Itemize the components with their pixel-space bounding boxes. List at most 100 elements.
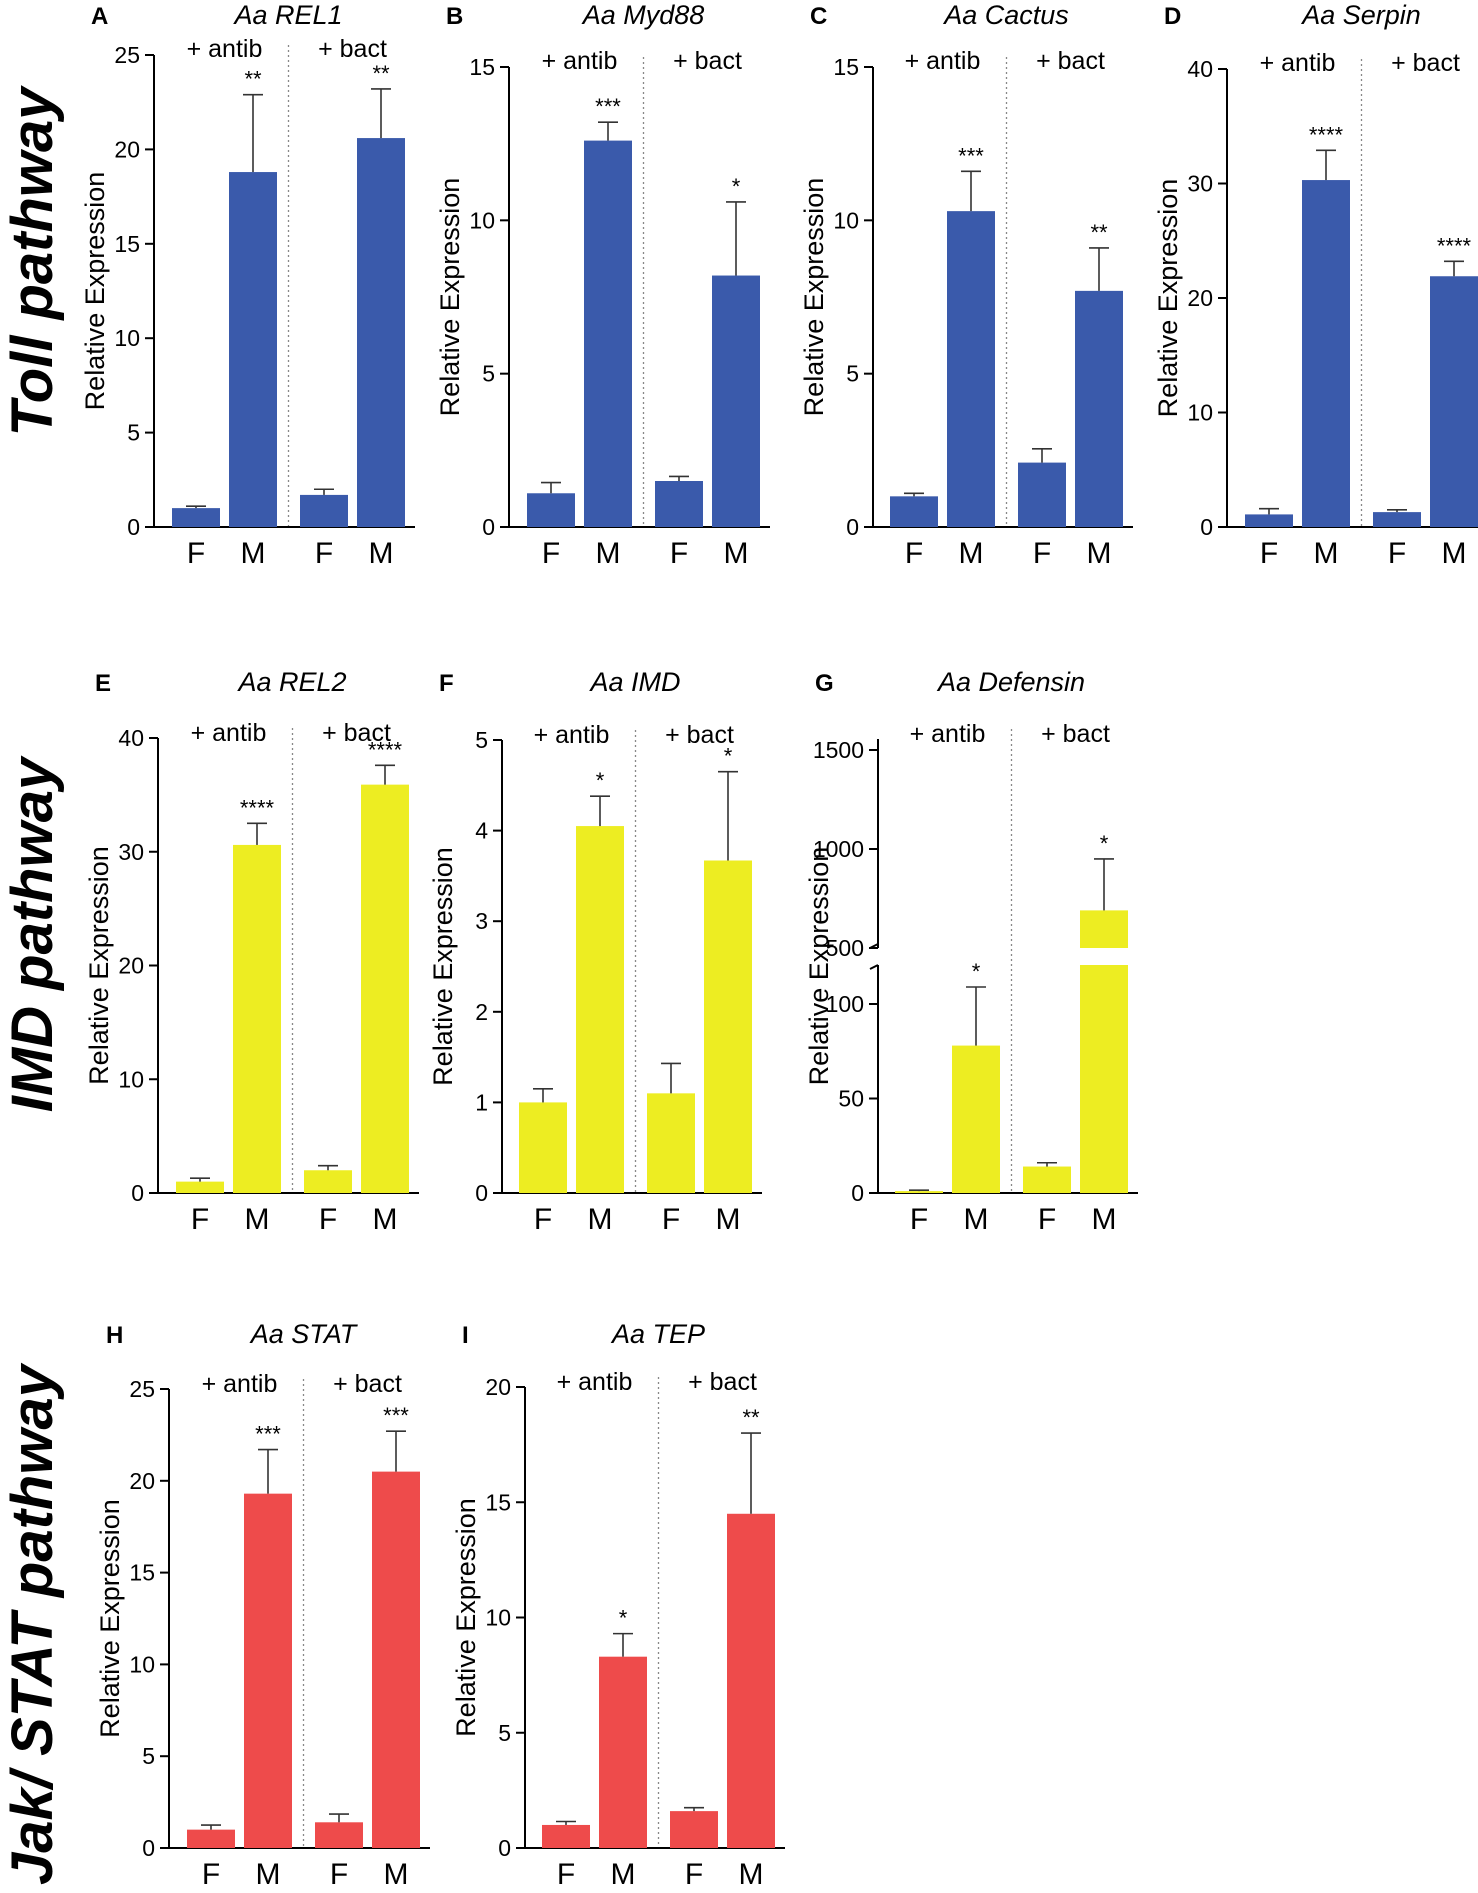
significance-stars: **** [368, 737, 403, 762]
y-axis-label: Relative Expression [95, 1499, 125, 1738]
y-tick-label: 30 [1187, 171, 1213, 197]
y-tick-label: 0 [482, 514, 495, 540]
row-label-jak-stat: Jak/ STAT pathway [0, 1362, 65, 1885]
panel-letter: B [446, 3, 463, 30]
chart-panel-h: H Aa STAT + antib + bact Relative Expression… [95, 1319, 430, 1891]
group-label-antib: + antib [1260, 49, 1336, 77]
x-category-label: M [1442, 537, 1467, 570]
significance-stars: *** [595, 94, 621, 119]
panel-letter: I [462, 1322, 469, 1349]
chart-panel-c: C Aa Cactus + antib + bact Relative Expressi… [799, 0, 1133, 570]
y-axis-label: Relative Expression [804, 847, 834, 1086]
chart-title: Aa Cactus [942, 0, 1069, 30]
x-category-label: M [241, 537, 266, 570]
chart-title: Aa IMD [588, 667, 680, 697]
x-category-label: M [1314, 537, 1339, 570]
x-category-label: M [964, 1203, 989, 1236]
x-category-label: F [534, 1203, 552, 1236]
bar-m-antib [576, 826, 624, 1193]
bar-m-antib [947, 211, 995, 527]
bar-f-antib [890, 496, 938, 527]
group-label-antib: + antib [202, 1370, 278, 1398]
x-category-label: F [685, 1858, 703, 1891]
y-tick-label: 20 [118, 953, 144, 979]
bar-f-antib [542, 1824, 590, 1848]
y-tick-label: 15 [485, 1489, 511, 1515]
y-tick-label: 100 [826, 991, 864, 1017]
x-category-label: F [187, 537, 205, 570]
row-labels: Toll pathway IMD pathway Jak/ STAT pathw… [0, 85, 65, 1885]
y-tick-label: 5 [475, 727, 488, 753]
group-label-antib: + antib [534, 721, 610, 749]
significance-stars: ** [1090, 220, 1108, 245]
y-axis-label: Relative Expression [80, 172, 110, 411]
significance-stars: **** [1309, 122, 1344, 147]
group-label-bact: + bact [1036, 47, 1105, 75]
y-tick-label: 5 [142, 1743, 155, 1769]
group-label-antib: + antib [910, 720, 986, 748]
x-category-label: M [256, 1858, 281, 1891]
row-label-imd: IMD pathway [0, 755, 65, 1112]
bar-f-antib [895, 1191, 943, 1193]
chart-title: Aa REL2 [236, 667, 346, 697]
x-category-label: M [245, 1203, 270, 1236]
bar-m-bact [704, 860, 752, 1193]
x-category-label: F [319, 1203, 337, 1236]
x-category-label: M [369, 537, 394, 570]
x-category-label: M [1087, 537, 1112, 570]
panel-letter: F [439, 670, 454, 697]
y-tick-label: 50 [838, 1086, 864, 1112]
row-label-toll: Toll pathway [0, 85, 65, 437]
y-tick-label: 10 [114, 325, 140, 351]
significance-stars: *** [383, 1403, 409, 1428]
bar-f-bact [304, 1170, 352, 1193]
x-category-label: M [959, 537, 984, 570]
panel-letter: C [810, 3, 827, 30]
y-tick-label: 5 [482, 361, 495, 387]
x-category-label: F [542, 537, 560, 570]
bar-f-antib [1245, 514, 1293, 527]
y-axis-label: Relative Expression [451, 1498, 481, 1737]
y-tick-label: 0 [851, 1180, 864, 1206]
bar-f-antib [176, 1181, 224, 1193]
bar-f-bact [300, 494, 348, 527]
y-tick-label: 0 [142, 1835, 155, 1861]
group-label-bact: + bact [688, 1368, 757, 1396]
bar-f-bact [670, 1811, 718, 1848]
group-label-antib: + antib [187, 35, 263, 63]
bar-m-antib [584, 140, 632, 527]
y-tick-label: 0 [127, 514, 140, 540]
group-label-antib: + antib [542, 47, 618, 75]
chart-title: Aa TEP [610, 1319, 705, 1349]
chart-title: Aa Myd88 [581, 0, 705, 30]
bar-m-bact [357, 138, 405, 527]
x-category-label: F [557, 1858, 575, 1891]
significance-stars: *** [255, 1422, 281, 1447]
bar-f-bact [655, 481, 703, 527]
y-tick-label: 25 [114, 42, 140, 68]
x-category-label: F [1038, 1203, 1056, 1236]
group-label-bact: + bact [1391, 49, 1460, 77]
significance-stars: * [732, 174, 741, 199]
y-tick-label: 1500 [813, 737, 864, 763]
significance-stars: **** [1437, 233, 1472, 258]
group-label-bact: + bact [322, 719, 391, 747]
bar-f-antib [527, 493, 575, 527]
significance-stars: ** [372, 61, 390, 86]
group-label-antib: + antib [905, 47, 981, 75]
y-tick-label: 4 [475, 818, 488, 844]
y-tick-label: 0 [1200, 514, 1213, 540]
y-tick-label: 5 [846, 361, 859, 387]
y-axis-label: Relative Expression [799, 178, 829, 417]
chart-panel-f: F Aa IMD + antib + bact Relative Expression 0… [428, 667, 762, 1236]
y-tick-label: 10 [129, 1651, 155, 1677]
bar-m-bact [712, 275, 760, 527]
group-label-antib: + antib [557, 1368, 633, 1396]
y-tick-label: 10 [118, 1066, 144, 1092]
y-tick-label: 20 [129, 1468, 155, 1494]
y-tick-label: 500 [826, 935, 864, 961]
group-label-bact: + bact [673, 47, 742, 75]
x-category-label: F [910, 1203, 928, 1236]
chart-title: Aa STAT [249, 1319, 359, 1349]
significance-stars: * [972, 959, 981, 984]
